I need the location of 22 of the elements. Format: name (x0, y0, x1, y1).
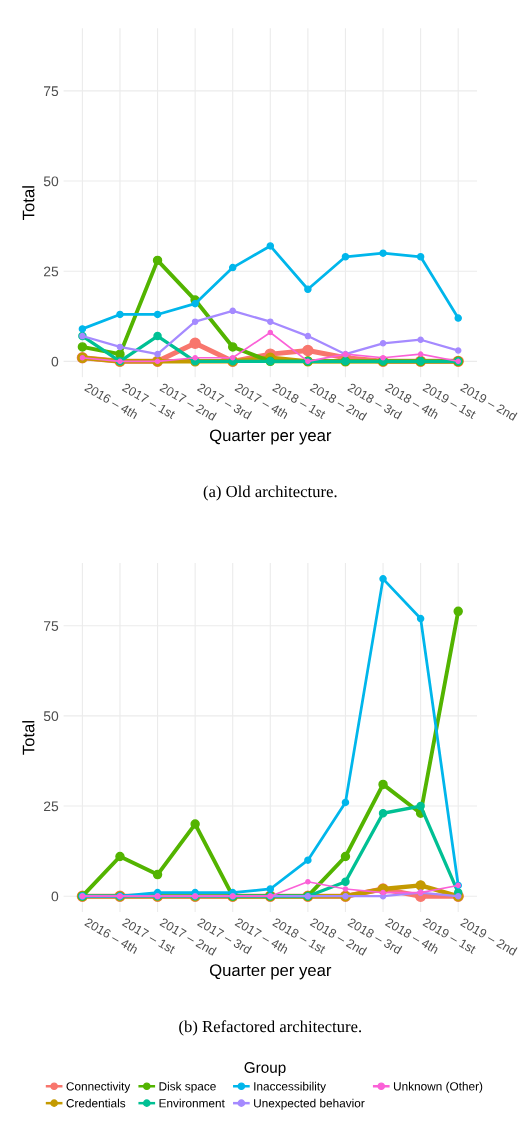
y-tick-label: 75 (44, 621, 59, 631)
text: (a) Old architecture. (203, 485, 337, 501)
legend-label: Credentials (66, 1098, 126, 1108)
y-tick-label: 0 (51, 891, 59, 902)
legend-label: Inaccessibility (254, 1081, 326, 1093)
y-tick-label: 25 (43, 266, 59, 277)
legend-label: Environment (159, 1098, 225, 1108)
legend-label: Unknown (Other) (393, 1081, 483, 1093)
y-axis-title: Total (22, 186, 35, 220)
text: (b) Refactored architecture. (179, 1020, 362, 1036)
y-tick-label: 75 (44, 86, 59, 97)
y-tick-label: 0 (51, 356, 59, 367)
x-axis-title: Quarter per year (209, 429, 332, 445)
legend-label: Unexpected behavior (254, 1098, 365, 1110)
y-tick-label: 50 (43, 711, 59, 722)
y-axis-title: Total (22, 721, 35, 755)
x-axis-title: Quarter per year (209, 964, 332, 980)
y-tick-label: 50 (43, 176, 59, 187)
legend-label: Disk space (159, 1081, 216, 1093)
legend-label: Connectivity (66, 1081, 131, 1093)
y-tick-label: 25 (43, 801, 59, 812)
legend-title: Group (244, 1062, 286, 1076)
